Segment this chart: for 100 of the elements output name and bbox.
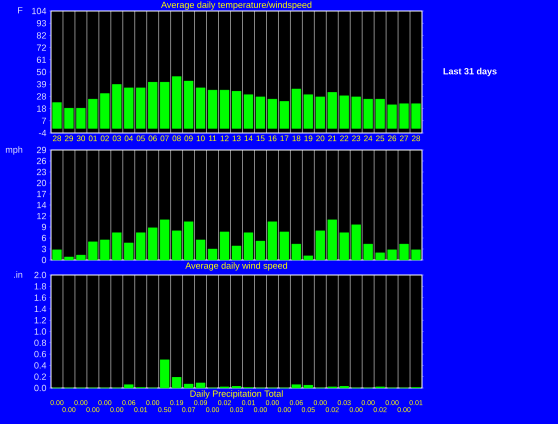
y-tick-label: 18 — [37, 105, 46, 112]
bar — [328, 92, 337, 129]
y-tick-label: 9 — [42, 224, 46, 230]
bar — [124, 88, 134, 129]
x-tick-label: 06 — [148, 136, 157, 142]
bar — [351, 224, 361, 260]
x-tick-label: 22 — [340, 136, 348, 142]
x-tick-label: 11 — [209, 136, 216, 142]
x-tick-label: 23 — [352, 136, 360, 142]
bar — [136, 88, 146, 129]
x-tick-label: 28 — [52, 136, 62, 142]
bar — [148, 228, 158, 260]
bar — [363, 244, 373, 260]
y-tick-label: 1.4 — [34, 306, 46, 312]
y-tick-label: 72 — [36, 44, 46, 51]
y-tick-label: 93 — [36, 20, 46, 26]
bar — [399, 244, 409, 260]
y-tick-label: 28 — [36, 93, 46, 100]
y-tick-label: 1.8 — [34, 283, 46, 290]
bar — [256, 96, 266, 129]
bar — [184, 221, 194, 260]
bar — [220, 232, 230, 260]
bar — [208, 90, 218, 129]
x-tick-label: 13 — [232, 136, 241, 142]
bar — [64, 108, 74, 129]
y-tick-label: 12 — [37, 212, 46, 220]
x-tick-label: 08 — [172, 136, 181, 142]
bar — [304, 384, 313, 388]
x-tick-label: 03 — [112, 136, 121, 142]
bar — [184, 384, 194, 388]
x-tick-label: 21 — [328, 136, 336, 142]
x-tick-label: 02 — [100, 136, 109, 142]
x-tick-label: 24 — [364, 136, 372, 142]
text: Last 31 days — [444, 68, 497, 76]
y-tick-label: 20 — [36, 180, 46, 186]
bar — [124, 384, 134, 388]
bar — [112, 84, 122, 129]
y-tick-label: 7 — [42, 118, 46, 124]
bar — [268, 221, 278, 260]
x-tick-label: 18 — [292, 136, 300, 142]
y-axis-title: F — [18, 7, 22, 14]
bar — [172, 377, 182, 388]
x-tick-label: 17 — [280, 136, 288, 142]
y-tick-label: 6 — [42, 234, 46, 242]
bar — [232, 91, 242, 129]
x-tick-label: 16 — [268, 136, 276, 142]
chart-title: Average daily temperature/windspeed — [161, 1, 312, 10]
bar — [100, 240, 110, 260]
y-tick-label: 0.2 — [34, 374, 46, 380]
bar — [184, 80, 194, 129]
bar — [196, 240, 206, 260]
bar — [340, 232, 349, 260]
x-tick-label: 09 — [184, 136, 193, 142]
bar — [411, 103, 421, 129]
bar — [76, 108, 86, 129]
bar — [316, 96, 325, 129]
bar — [172, 230, 182, 260]
x-tick-label: 12 — [220, 136, 229, 142]
y-tick-label: 104 — [32, 8, 46, 14]
y-tick-label: 39 — [36, 81, 46, 88]
bar — [375, 98, 385, 129]
y-tick-label: 0.4 — [34, 362, 46, 369]
bar — [52, 102, 62, 129]
bar — [387, 250, 397, 260]
bar — [196, 382, 206, 388]
bar — [256, 240, 266, 260]
bar — [304, 94, 313, 129]
y-tick-label: 26 — [36, 158, 46, 164]
bar — [399, 103, 409, 129]
x-tick-label: 14 — [244, 136, 253, 142]
bar — [160, 360, 170, 388]
bar — [280, 232, 290, 260]
bar — [292, 88, 302, 129]
x-tick-label: 20 — [316, 136, 324, 142]
bar — [292, 244, 302, 260]
y-tick-label: 0.8 — [34, 340, 46, 346]
y-tick-label: 3 — [42, 246, 46, 252]
x-tick-label: 01 — [88, 136, 97, 142]
bar — [280, 101, 290, 129]
x-tick-label: 15 — [256, 136, 265, 142]
bar — [64, 256, 74, 260]
y-tick-label: 0 — [42, 256, 46, 264]
y-tick-label: 29 — [36, 146, 46, 154]
bar — [160, 82, 170, 129]
x-tick-label: 07 — [160, 136, 169, 142]
bar — [88, 242, 98, 260]
y-tick-label: 2.0 — [34, 272, 46, 278]
bar — [172, 76, 182, 129]
x-axis-title: Daily Precipitation Total — [190, 390, 283, 399]
y-tick-label: 0.6 — [34, 350, 46, 358]
bar — [100, 93, 110, 129]
bar — [160, 220, 170, 260]
bar — [196, 88, 206, 129]
bar — [76, 254, 86, 260]
x-tick-label: 04 — [124, 136, 134, 142]
bar — [316, 230, 325, 260]
y-tick-label: 14 — [37, 202, 46, 208]
bar — [351, 96, 361, 129]
x-tick-label: 26 — [388, 136, 396, 142]
bar — [208, 248, 218, 260]
